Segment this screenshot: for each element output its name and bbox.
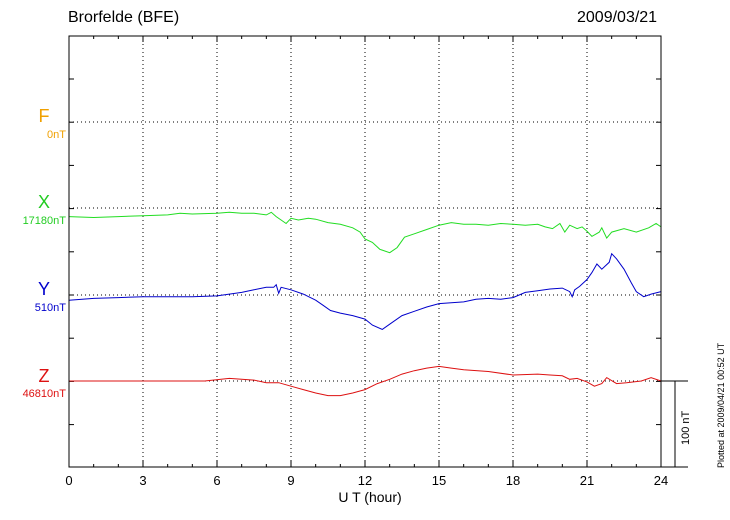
chart-date: 2009/03/21: [577, 9, 658, 26]
scale-label: 100 nT: [680, 410, 692, 445]
x-tick-label: 15: [432, 473, 446, 488]
ticks: [68, 36, 662, 467]
channel-name-z: Z: [38, 366, 50, 386]
series-line-y: [68, 252, 662, 330]
x-tick-label: 9: [287, 473, 294, 488]
x-tick-label: 18: [506, 473, 520, 488]
channel-baseline-y: 510nT: [34, 302, 66, 314]
channel-baseline-f: 0nT: [47, 129, 66, 141]
x-tick-label: 24: [654, 473, 668, 488]
channel-name-y: Y: [37, 279, 50, 299]
grid: [69, 36, 661, 467]
series-line-x: [68, 211, 662, 254]
channel-baseline-z: 46810nT: [22, 388, 66, 400]
channel-name-f: F: [38, 106, 50, 126]
plot-frame: [68, 35, 662, 468]
series-lines: [68, 211, 662, 397]
x-axis-label: U T (hour): [338, 489, 402, 505]
channel-name-x: X: [37, 192, 50, 212]
x-tick-label: 6: [213, 473, 220, 488]
scale-bar: [661, 380, 688, 468]
chart-title: Brorfelde (BFE): [68, 9, 180, 26]
channel-baseline-x: 17180nT: [22, 215, 66, 227]
x-tick-labels: 0 3 6 9 12 15 18 21 24: [65, 473, 668, 488]
x-tick-label: 0: [65, 473, 72, 488]
x-tick-label: 21: [580, 473, 594, 488]
plotted-note: Plotted at 2009/04/21 00:52 UT: [716, 342, 726, 468]
x-tick-label: 12: [358, 473, 372, 488]
series-line-z: [69, 365, 662, 397]
x-tick-label: 3: [139, 473, 146, 488]
